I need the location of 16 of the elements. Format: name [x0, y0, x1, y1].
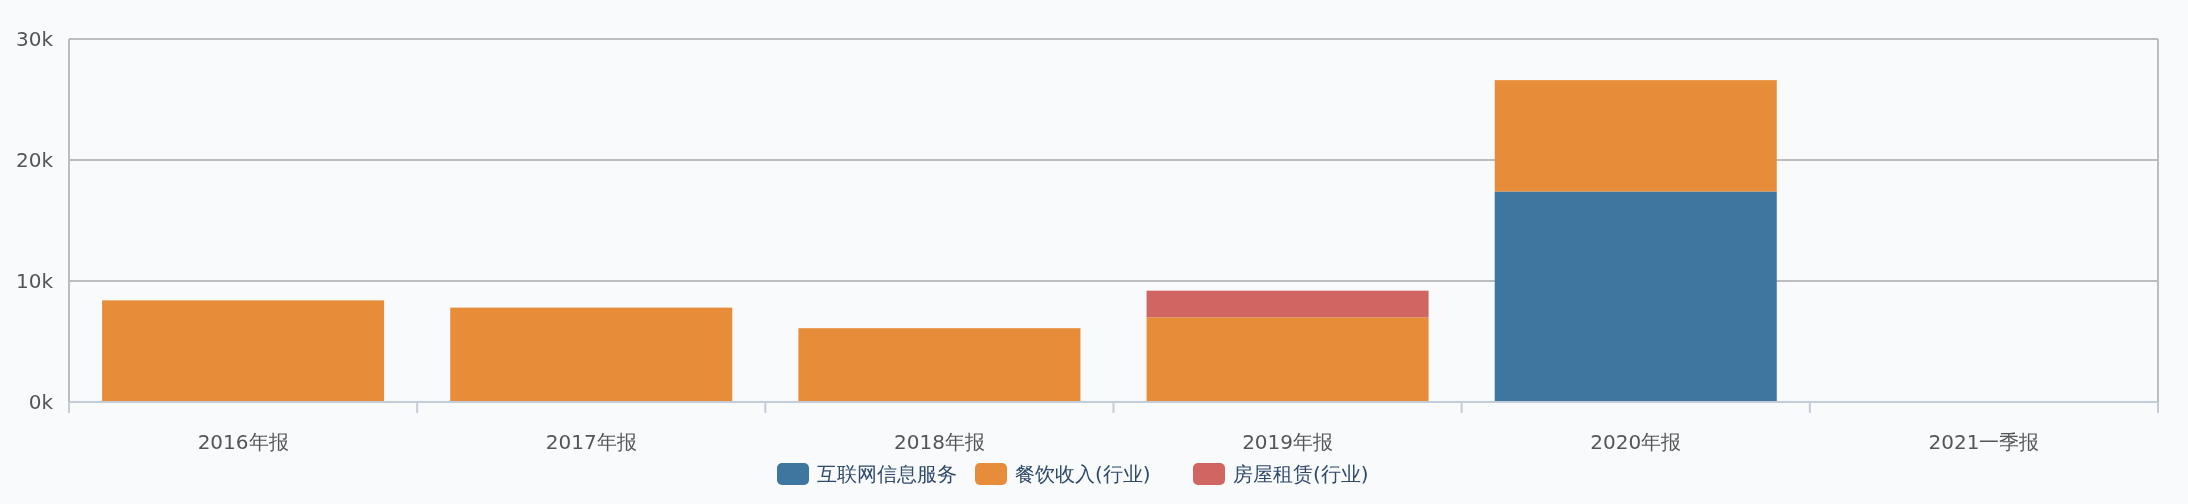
bar	[450, 307, 733, 402]
y-tick-label: 10k	[15, 269, 54, 293]
legend-label: 互联网信息服务	[817, 462, 957, 486]
x-tick-label: 2019年报	[1242, 430, 1334, 454]
y-tick-label: 20k	[15, 148, 54, 172]
legend-label: 房屋租赁(行业)	[1233, 462, 1369, 486]
y-tick-label: 0k	[28, 390, 54, 414]
y-tick-label: 30k	[15, 27, 54, 51]
legend-label: 餐饮收入(行业)	[1015, 462, 1151, 486]
bar	[798, 328, 1081, 402]
bar	[102, 300, 385, 402]
x-tick-label: 2018年报	[893, 430, 985, 454]
x-tick-label: 2020年报	[1590, 430, 1682, 454]
x-tick-label: 2021一季报	[1928, 430, 2040, 454]
x-tick-label: 2017年报	[545, 430, 637, 454]
x-tick-label: 2016年报	[197, 430, 289, 454]
